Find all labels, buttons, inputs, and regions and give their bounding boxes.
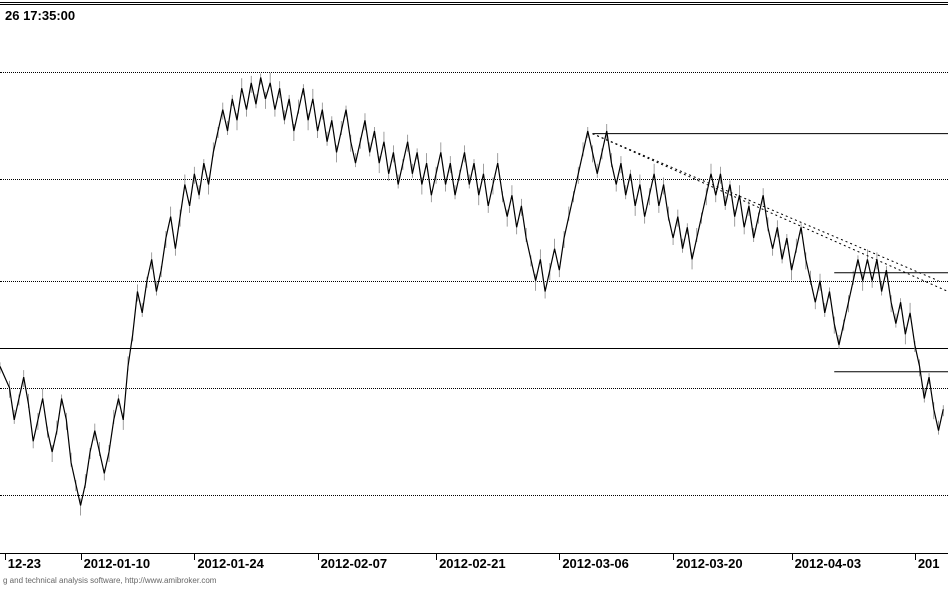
x-tick — [194, 554, 195, 560]
chart-top-border — [0, 2, 948, 5]
price-series — [0, 24, 948, 559]
x-axis: 12-23 2012-01-10 2012-01-24 2012-02-07 2012-… — [0, 553, 948, 571]
x-label: 2012-01-10 — [84, 556, 151, 571]
x-tick — [318, 554, 319, 560]
x-label: 2012-01-24 — [197, 556, 264, 571]
x-tick — [792, 554, 793, 560]
x-label: 2012-02-21 — [439, 556, 506, 571]
chart-title: 26 17:35:00 — [5, 8, 75, 23]
x-label: 2012-03-06 — [562, 556, 629, 571]
x-label: 12-23 — [8, 556, 41, 571]
x-label: 2012-02-07 — [321, 556, 388, 571]
footer-text: g and technical analysis software, http:… — [3, 576, 216, 585]
x-tick — [673, 554, 674, 560]
x-tick — [81, 554, 82, 560]
price-close-path — [0, 78, 943, 506]
x-tick — [5, 554, 6, 560]
x-label: 2012-04-03 — [795, 556, 862, 571]
chart-container: 26 17:35:00 12-23 2012-01-10 2012-01-24 201… — [0, 0, 948, 593]
x-tick — [436, 554, 437, 560]
x-tick — [915, 554, 916, 560]
x-label: 2012-03-20 — [676, 556, 743, 571]
x-label: 201 — [918, 556, 940, 571]
x-tick — [559, 554, 560, 560]
